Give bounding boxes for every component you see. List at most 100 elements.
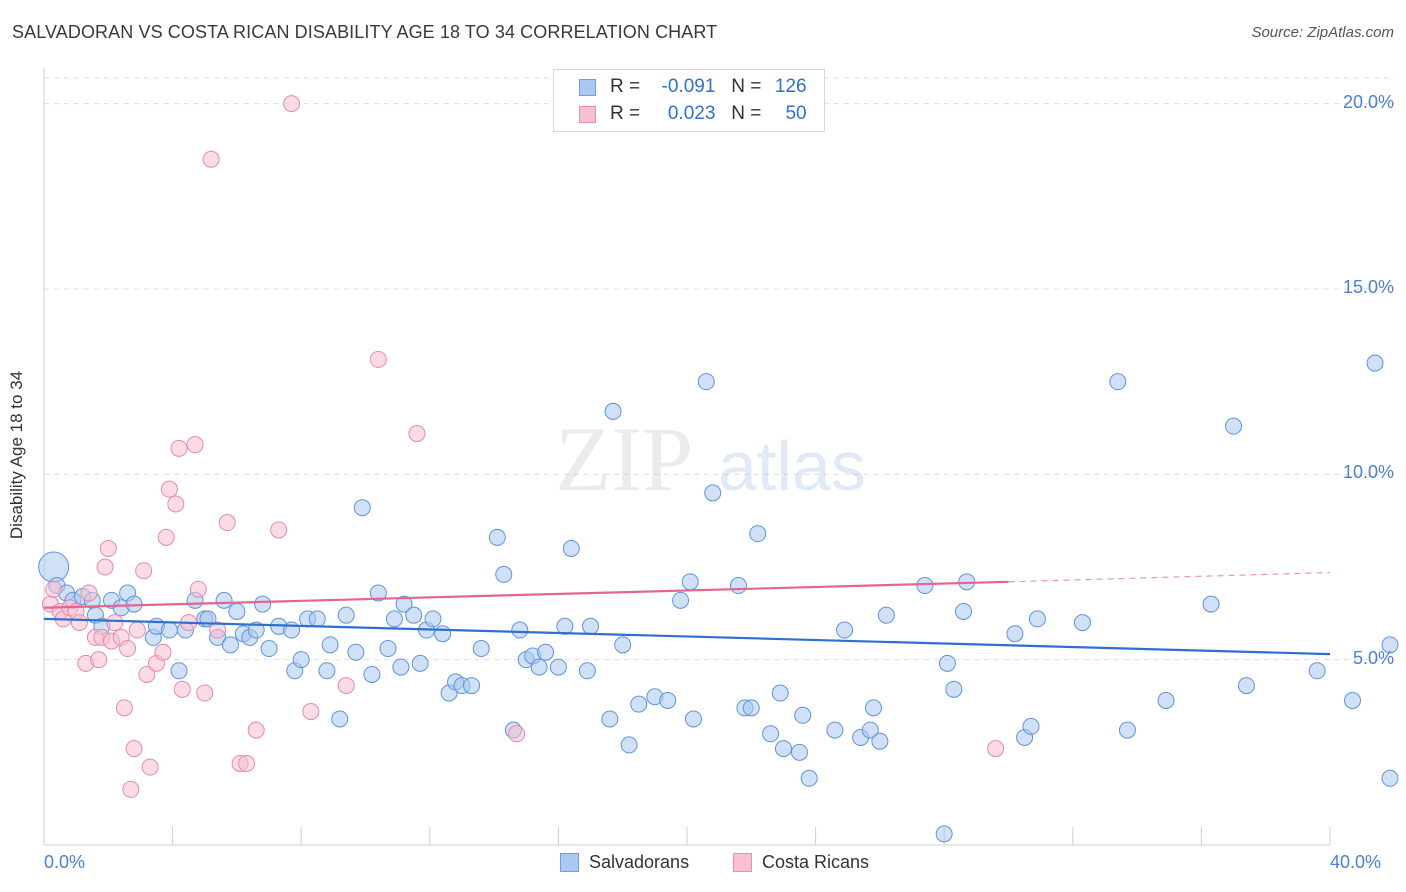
salvadoran-point	[463, 677, 481, 695]
costa-rican-trend-extension	[1008, 571, 1331, 583]
salvadoran-point	[488, 528, 506, 546]
watermark: ZIP atlas	[555, 408, 866, 510]
salvadoran-point	[938, 654, 956, 672]
correlation-legend: R = -0.091 N = 126 R = 0.023 N = 50	[553, 69, 825, 132]
costa-rican-trend-line	[43, 580, 1009, 609]
salvadoran-point	[681, 573, 699, 591]
salvadoran-point	[630, 695, 648, 713]
costa-rican-point	[106, 614, 124, 632]
costa-rican-point	[283, 95, 301, 113]
costa-rican-point	[408, 425, 426, 443]
salvadoran-point	[562, 539, 580, 557]
salvadoran-point	[836, 621, 854, 639]
salvadoran-point	[1308, 662, 1326, 680]
salvadoran-point	[1344, 691, 1362, 709]
salvadoran-point	[283, 621, 301, 639]
legend-r-value: 0.023	[667, 103, 716, 124]
costa-rican-point	[135, 562, 153, 580]
costa-rican-point	[122, 780, 140, 798]
salvadoran-point	[729, 577, 747, 595]
salvadoran-point	[1237, 677, 1255, 695]
salvadoran-point	[954, 602, 972, 620]
y-tick-label: 5.0%	[1352, 647, 1394, 668]
salvadoran-point	[620, 736, 638, 754]
salvadoran-point	[1157, 691, 1175, 709]
salvadoran-point	[1118, 721, 1136, 739]
salvadorans-swatch	[560, 853, 579, 872]
salvadoran-point	[434, 625, 452, 643]
salvadoran-point	[704, 484, 722, 502]
costa-ricans-label: Costa Ricans	[762, 852, 870, 872]
salvadoran-point	[916, 577, 934, 595]
costa-rican-point	[337, 677, 355, 695]
costa-rican-point	[189, 580, 207, 598]
salvadoran-point	[800, 769, 818, 787]
costa-rican-point	[238, 754, 256, 772]
salvadoran-point	[247, 621, 265, 639]
y-tick-label: 10.0%	[1342, 462, 1394, 483]
salvadoran-point	[749, 525, 767, 543]
salvadoran-point	[762, 725, 780, 743]
costa-rican-point	[99, 539, 117, 557]
salvadoran-point	[659, 691, 677, 709]
data-points	[38, 95, 1399, 843]
costa-rican-point	[128, 621, 146, 639]
costa-rican-point	[270, 521, 288, 539]
costa-rican-point	[125, 740, 143, 758]
legend-r-label: R =	[610, 103, 641, 124]
salvadoran-point	[170, 662, 188, 680]
y-tick-label: 20.0%	[1342, 91, 1394, 112]
salvadorans-label: Salvadorans	[589, 852, 690, 872]
salvadoran-point	[672, 591, 690, 609]
salvadoran-point	[318, 662, 336, 680]
salvadoran-point	[395, 595, 413, 613]
salvadoran-point	[260, 640, 278, 658]
salvadoran-point	[582, 617, 600, 635]
salvadoran-point	[160, 621, 178, 639]
salvadoran-point	[684, 710, 702, 728]
salvadoran-point	[871, 732, 889, 750]
bottom-legend-salvadorans[interactable]: Salvadorans	[560, 852, 689, 873]
legend-n-value: 50	[785, 103, 807, 124]
legend-swatch-pink	[579, 105, 596, 123]
costa-rican-point	[987, 740, 1005, 758]
bottom-legend-costa-ricans[interactable]: Costa Ricans	[733, 852, 869, 873]
salvadoran-point	[1073, 614, 1091, 632]
watermark-atlas: atlas	[718, 427, 866, 505]
costa-rican-point	[96, 558, 114, 576]
costa-rican-point	[247, 721, 265, 739]
salvadoran-point	[1006, 625, 1024, 643]
salvadoran-point	[511, 621, 529, 639]
costa-rican-point	[209, 621, 227, 639]
salvadoran-point	[864, 699, 882, 717]
salvadoran-point	[1366, 354, 1384, 372]
salvadoran-point	[228, 602, 246, 620]
source-credit: Source: ZipAtlas.com	[1251, 24, 1394, 41]
legend-n-label: N =	[731, 103, 762, 124]
salvadoran-point	[742, 699, 760, 717]
salvadoran-point	[347, 643, 365, 661]
costa-rican-point	[154, 643, 172, 661]
salvadoran-point	[308, 610, 326, 628]
salvadoran-point	[215, 591, 233, 609]
costa-rican-point	[202, 150, 220, 168]
salvadoran-point	[549, 658, 567, 676]
salvadoran-point	[1022, 717, 1040, 735]
costa-rican-point	[115, 699, 133, 717]
legend-swatch-blue	[579, 78, 596, 96]
costa-rican-point	[157, 528, 175, 546]
salvadoran-point	[411, 654, 429, 672]
legend-r-label: R =	[610, 76, 641, 97]
salvadoran-point	[578, 662, 596, 680]
costa-rican-point	[196, 684, 214, 702]
trend-lines	[43, 571, 1331, 656]
salvadoran-point	[791, 743, 809, 761]
salvadoran-point	[472, 640, 490, 658]
salvadoran-point	[379, 640, 397, 658]
watermark-zip: ZIP	[555, 408, 693, 510]
costa-rican-point	[45, 580, 63, 598]
costa-rican-point	[186, 436, 204, 454]
y-tick-label: 15.0%	[1342, 276, 1394, 297]
salvadoran-point	[38, 551, 70, 583]
costa-ricans-swatch	[733, 853, 752, 872]
